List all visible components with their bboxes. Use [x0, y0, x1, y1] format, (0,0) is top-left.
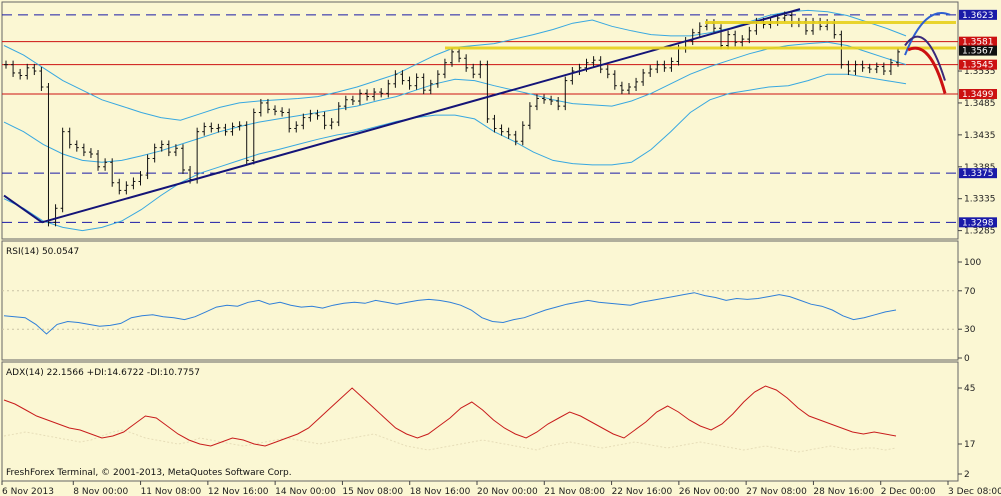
copyright-text: FreshForex Terminal, © 2001-2013, MetaQu… — [6, 468, 292, 478]
rsi-tick-label: 100 — [964, 258, 981, 268]
price-layer: 1.3535 1.3485 1.3435 1.3385 1.3335 1.3285 1.36… — [2, 8, 997, 237]
rsi-tick-label: 70 — [964, 287, 976, 297]
rsi-layer: 100 70 30 0 — [2, 258, 981, 364]
level-price-tag — [959, 45, 997, 56]
x-tick-label: 15 Nov 08:00 — [342, 487, 403, 496]
price-tick-label: 1.3385 — [964, 163, 996, 173]
level-price-tag — [959, 168, 997, 179]
x-tick-label: 20 Nov 00:00 — [477, 487, 538, 496]
adx-panel-title: ADX(14) 22.1566 +DI:14.6722 -DI:10.7757 — [6, 368, 200, 378]
adx-tick-label: 2 — [964, 470, 970, 480]
level-price-tag-label: 1.3375 — [962, 169, 994, 179]
price-tick-label: 1.3285 — [964, 227, 996, 237]
x-tick-label: 26 Nov 00:00 — [679, 487, 740, 496]
rsi-tick-label: 30 — [964, 325, 976, 335]
x-tick-label: 14 Nov 00:00 — [275, 487, 336, 496]
x-tick-label: 3 Dec 08:00 — [948, 487, 1001, 496]
forecast-arrow-up — [904, 12, 951, 56]
level-price-tag-label: 1.3567 — [962, 47, 994, 57]
adx-line — [3, 385, 897, 447]
adx-panel-frame — [1, 361, 959, 482]
x-tick-label: 6 Nov 2013 — [2, 487, 54, 496]
x-tick-label: 21 Nov 08:00 — [544, 487, 605, 496]
x-tick-label: 2 Dec 00:00 — [881, 487, 936, 496]
level-price-tag — [959, 217, 997, 228]
forecast-arrow-down — [907, 46, 947, 94]
price-tick-label: 1.3435 — [964, 131, 996, 141]
adx-layer: 45 17 2 — [3, 384, 975, 480]
adx-tick-label: 45 — [964, 384, 975, 394]
level-price-tag — [959, 36, 997, 47]
rsi-line — [3, 292, 897, 335]
price-tick-label: 1.3335 — [964, 195, 996, 205]
price-tick-label: 1.3485 — [964, 99, 996, 109]
x-tick-label: 12 Nov 16:00 — [208, 487, 269, 496]
x-tick-label: 27 Nov 08:00 — [746, 487, 807, 496]
forecast-arrow-mid — [904, 35, 946, 81]
x-axis: 6 Nov 2013 8 Nov 00:00 11 Nov 08:00 12 Nov … — [1, 481, 1001, 496]
level-price-tag — [959, 89, 997, 100]
level-price-tag-label: 1.3581 — [962, 38, 994, 48]
level-price-tag — [959, 59, 997, 70]
rsi-panel-title: RSI(14) 50.0547 — [6, 247, 79, 257]
bollinger-lower-line — [3, 73, 907, 232]
rsi-tick-label: 0 — [964, 354, 970, 364]
level-price-tag-label: 1.3545 — [962, 61, 994, 71]
trendline — [41, 8, 801, 224]
rsi-panel-frame — [1, 240, 959, 361]
level-price-tag-label: 1.3499 — [962, 90, 994, 100]
plus-di-line — [3, 429, 897, 453]
x-tick-label: 28 Nov 16:00 — [813, 487, 874, 496]
x-tick-label: 18 Nov 16:00 — [410, 487, 471, 496]
level-price-tag-label: 1.3298 — [962, 218, 994, 228]
level-price-tag-label: 1.3623 — [962, 11, 994, 21]
x-tick-label: 11 Nov 08:00 — [141, 487, 202, 496]
trendline-entry — [3, 194, 43, 224]
adx-tick-label: 17 — [964, 440, 975, 450]
level-price-tag — [959, 9, 997, 20]
price-tick-label: 1.3535 — [964, 67, 996, 77]
x-tick-label: 8 Nov 00:00 — [73, 487, 128, 496]
bollinger-middle-line — [3, 41, 907, 163]
x-tick-label: 22 Nov 16:00 — [612, 487, 673, 496]
price-panel-frame — [1, 1, 959, 240]
